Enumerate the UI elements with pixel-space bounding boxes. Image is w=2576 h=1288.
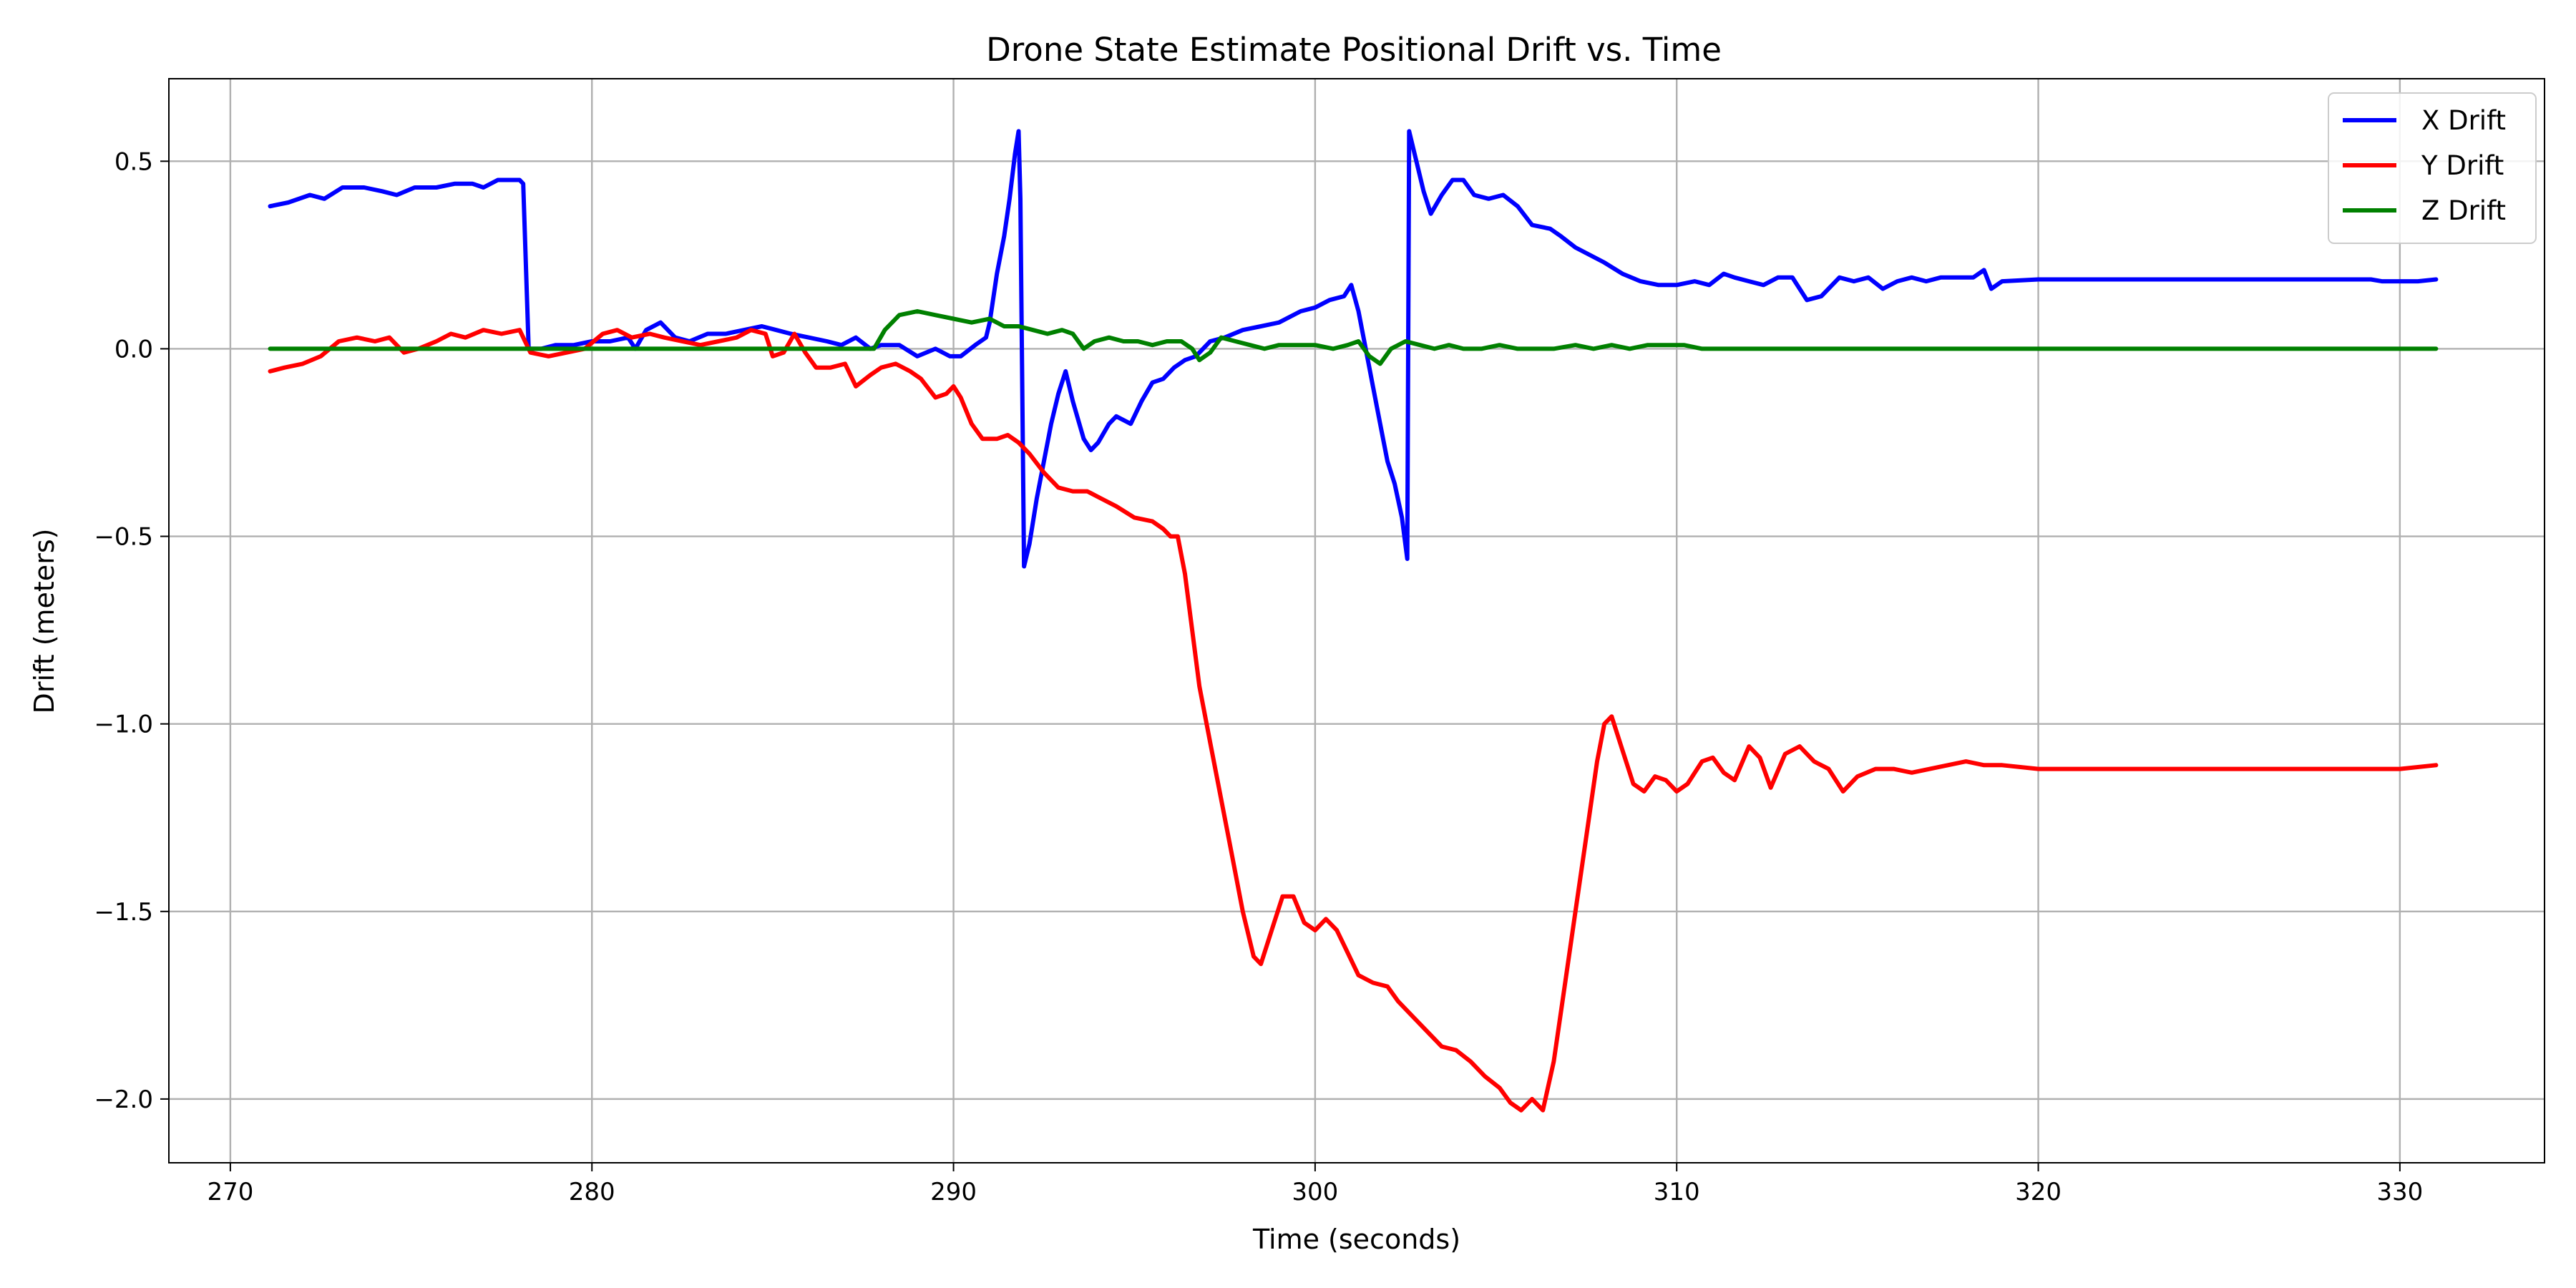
x-tick-label: 280 [569, 1178, 615, 1206]
series-line-x-drift [268, 129, 2439, 569]
series-line-z-drift [268, 309, 2439, 366]
series-lines [268, 129, 2439, 1113]
legend-label-z-drift: Z Drift [2421, 195, 2506, 226]
x-tick-label: 310 [1654, 1178, 1700, 1206]
legend-box [2328, 92, 2537, 244]
series-line-y-drift [268, 328, 2439, 1113]
y-tick-label: −0.5 [94, 523, 153, 552]
x-tick-label: 290 [930, 1178, 977, 1206]
y-tick-label: −1.0 [94, 711, 153, 739]
y-tick-label: 0.5 [114, 147, 153, 176]
y-axis-label: Drift (meters) [29, 529, 60, 714]
plot-frame [168, 78, 2545, 1163]
legend-label-y-drift: Y Drift [2421, 150, 2504, 181]
y-tick-label: −1.5 [94, 898, 153, 927]
x-tick-label: 300 [1292, 1178, 1338, 1206]
legend-label-x-drift: X Drift [2421, 105, 2506, 136]
x-tick-label: 330 [2376, 1178, 2423, 1206]
x-tick-label: 320 [2015, 1178, 2062, 1206]
x-axis-label: Time (seconds) [1252, 1224, 1460, 1255]
legend: X Drift Y Drift Z Drift [2328, 92, 2537, 244]
axis-ticks: 270 280 290 300 310 320 330 0.5 0.0 −0.5 −1.0 −1.5 −… [94, 147, 2423, 1206]
x-tick-label: 270 [207, 1178, 253, 1206]
chart-title: Drone State Estimate Positional Drift vs… [986, 31, 1722, 69]
y-tick-label: 0.0 [114, 335, 153, 364]
y-tick-label: −2.0 [94, 1085, 153, 1114]
